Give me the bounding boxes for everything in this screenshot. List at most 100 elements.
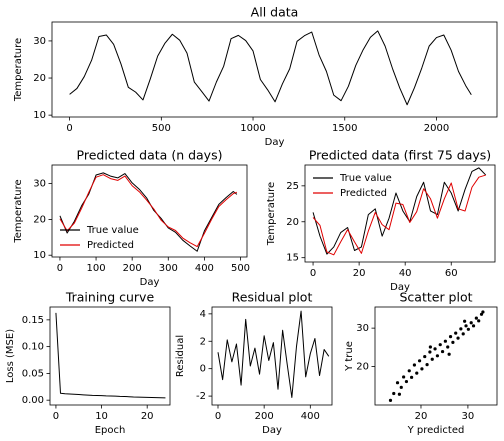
y-tick-label: 2 [200,336,206,347]
y-tick-label: 4 [200,309,206,320]
y-tick-label: 20 [356,362,369,373]
chart-title: Residual plot [232,290,313,305]
scatter-point [412,363,417,367]
scatter-point [440,349,445,354]
y-axis-label: Temperature [13,38,24,102]
scatter-point [395,381,400,385]
x-tick-label: 10 [95,411,108,422]
scatter-point [430,357,434,361]
x-tick-label: 100 [87,263,106,274]
x-tick-label: 1000 [240,123,265,134]
scatter-point [420,367,424,371]
scatter-point [466,327,470,331]
scatter-point [433,347,437,351]
chart-title: Training curve [65,290,155,305]
x-tick-label: 1500 [332,123,357,134]
scatter-point [428,350,432,354]
plot-frame [211,306,333,406]
y-tick-label: 10 [33,110,46,121]
x-tick-label: 500 [231,263,250,274]
y-tick-label: 25 [286,181,299,192]
x-axis-label: Day [390,282,410,293]
scatter-point [463,319,467,323]
scatter-point [471,324,476,328]
y-axis-label: Loss (MSE) [5,329,16,383]
plot-frame [304,164,496,263]
plot-frame [51,164,248,258]
scatter-point [477,319,481,323]
x-axis-label: Day [140,277,160,288]
x-tick-label: 20 [141,411,154,422]
scatter-point [443,339,447,343]
series-line [59,174,238,248]
x-axis-label: Day [265,137,285,148]
data-line [217,310,330,398]
scatter-point [397,392,401,396]
plot-frame [374,306,498,406]
x-tick-label: 0 [215,411,221,422]
legend-label: True value [86,225,139,236]
series-line [312,174,486,256]
scatter-point [456,336,460,340]
scatter-point [461,332,465,336]
chart-title: Predicted data (n days) [77,148,223,163]
scatter-point [399,385,403,389]
scatter-point [410,375,414,379]
scatter-point [479,312,484,316]
legend-label: Predicted [87,240,134,251]
y-axis-label: Temperature [266,182,277,246]
x-tick-label: 0 [310,268,316,279]
y-tick-label: 0.00 [22,395,44,406]
x-tick-label: 400 [301,411,320,422]
x-tick-label: 400 [195,263,214,274]
scatter-point [392,391,396,396]
x-tick-label: 30 [462,411,475,422]
y-tick-label: 0.10 [22,342,44,353]
x-tick-label: 20 [415,411,428,422]
chart-title: Predicted data (first 75 days) [309,148,491,163]
scatter-point [446,345,450,349]
x-tick-label: 200 [255,411,274,422]
y-tick-label: 20 [33,73,46,84]
y-tick-label: 0 [200,364,206,375]
scatter-point [451,340,455,344]
chart-title: All data [251,5,299,20]
x-tick-label: 0 [57,263,63,274]
scatter-point [474,316,478,320]
y-tick-label: 15 [286,253,299,264]
legend-label: True value [339,173,392,184]
plot-frame [51,21,498,118]
scatter-point [469,321,473,325]
scatter-point [464,324,468,328]
y-tick-label: 0.05 [22,368,44,379]
scatter-point [447,352,451,356]
legend-label: Predicted [340,188,387,199]
y-tick-label: -2 [196,391,206,402]
y-axis-label: Y true [344,341,355,372]
scatter-point [438,343,442,347]
chart-title: Scatter plot [399,290,472,305]
x-tick-label: 40 [399,268,412,279]
y-tick-label: 30 [33,179,46,190]
plot-frame [49,306,171,406]
scatter-point [415,371,419,375]
x-tick-label: 500 [152,123,171,134]
y-tick-label: 0.15 [22,315,44,326]
x-axis-label: Day [262,425,282,436]
scatter-point [435,354,440,358]
x-tick-label: 2000 [424,123,449,134]
scatter-point [454,331,458,335]
scatter-point [417,359,422,363]
data-line [69,30,472,106]
x-tick-label: 200 [123,263,142,274]
y-tick-label: 10 [33,250,46,261]
x-axis-label: Y predicted [407,425,465,436]
x-tick-label: 20 [353,268,366,279]
scatter-point [407,369,411,373]
x-tick-label: 300 [159,263,178,274]
x-tick-label: 0 [66,123,72,134]
x-tick-label: 0 [53,411,59,422]
scatter-point [481,310,485,314]
